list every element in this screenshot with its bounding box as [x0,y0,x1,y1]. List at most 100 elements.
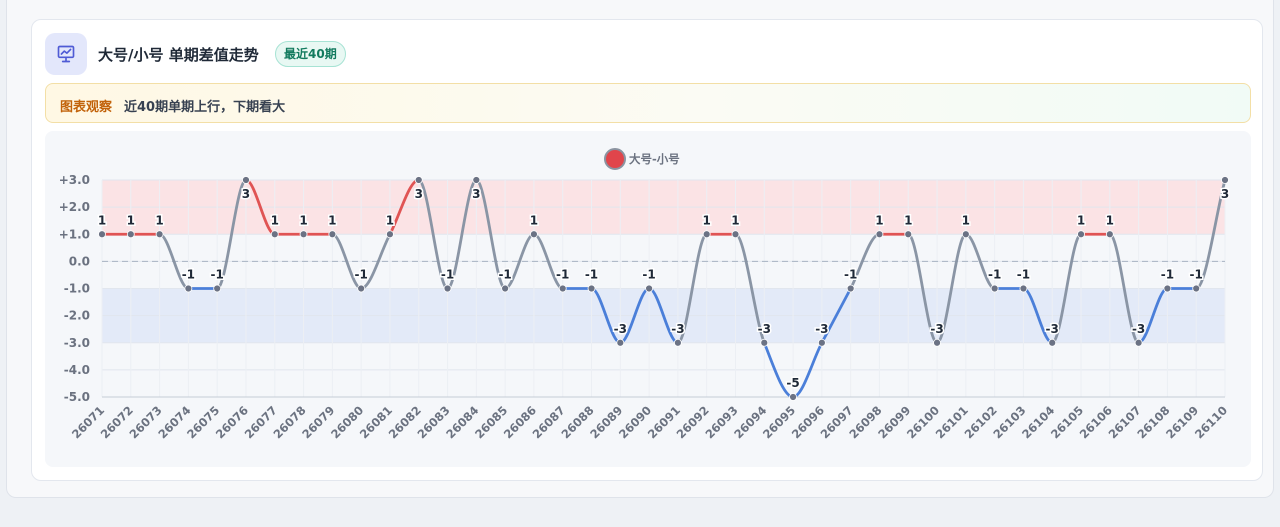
y-tick-label: 0.0 [69,254,90,268]
data-point [760,338,769,347]
series-line-segment [215,178,248,290]
data-point [673,338,682,347]
data-label: -3 [1132,322,1145,336]
data-label: 3 [1221,187,1229,201]
y-tick-label: +1.0 [59,227,90,241]
data-point [731,230,740,239]
data-label: -1 [498,268,511,282]
data-label: -1 [182,268,195,282]
data-label: 1 [155,213,163,227]
data-label: -1 [1017,268,1030,282]
data-point [789,393,797,401]
data-label: 1 [299,213,307,227]
data-point [904,230,913,239]
data-label: -1 [556,268,569,282]
data-point [386,230,394,239]
data-point [587,284,596,293]
y-tick-label: -1.0 [64,282,90,296]
data-point [1105,230,1114,239]
period-badge[interactable]: 最近40期 [275,41,346,67]
data-point [1221,176,1229,184]
data-point [702,230,711,239]
data-label: -3 [815,322,828,336]
data-label: 1 [127,213,135,227]
series-line-segment [446,178,478,290]
data-point [242,176,250,184]
y-tick-label: -5.0 [64,390,90,404]
y-tick-label: +3.0 [59,173,90,187]
data-label: -3 [671,322,684,336]
chart-area: +3.0 +2.0 +1.0 0.0 -1.0 -2.0 -3.0 -4.0 -5.0 26071… [45,131,1251,467]
observation-text: 近40期单期上行，下期看大 [124,100,286,115]
data-point [184,284,193,293]
difference-line-chart: +3.0+2.0+1.00.0-1.0-2.0-3.0-4.0-5.026071… [59,148,1231,441]
y-tick-label: -2.0 [64,309,90,323]
data-label: 1 [962,213,970,227]
data-point [1048,338,1057,347]
data-label: -1 [1190,268,1203,282]
data-point [1134,338,1143,347]
data-point [414,176,423,184]
data-point [645,284,654,293]
data-label: 1 [1106,213,1114,227]
data-point [933,338,941,347]
data-label: -1 [441,268,454,282]
legend-marker [604,148,626,170]
page-panel: 大号/小号 单期差值走势 最近40期 图表观察 近40期单期上行，下期看大 +3… [6,0,1274,498]
series-line-segment [734,232,766,345]
data-point [501,284,510,293]
y-tick-label: -4.0 [64,363,90,377]
series-line-segment [1050,232,1083,345]
data-label: 1 [530,213,538,227]
x-tick-label: 26110 [1192,403,1230,441]
data-point [126,230,135,239]
data-point [817,338,826,347]
data-point [1163,284,1172,293]
data-point [558,284,567,293]
data-point [357,284,366,293]
data-label: -3 [1046,322,1059,336]
series-line-segment [935,232,968,345]
data-label: -1 [988,268,1001,282]
data-point [1019,284,1028,293]
observation-label: 图表观察 [60,100,113,115]
data-point [299,230,308,239]
data-label: -3 [614,322,627,336]
data-label: -5 [786,376,799,390]
series-line-segment [820,287,853,345]
data-label: 1 [271,213,279,227]
data-label: 1 [731,213,739,227]
data-label: 1 [328,213,336,227]
data-label: 1 [703,213,711,227]
data-label: 3 [472,187,480,201]
data-point [616,338,625,347]
chart-icon [45,33,87,75]
data-label: -1 [354,268,367,282]
data-label: 1 [1077,213,1085,227]
data-point [1192,284,1201,293]
series-line-segment [1194,178,1227,290]
data-label: -1 [211,268,224,282]
data-label: -1 [585,268,598,282]
data-label: 3 [415,187,423,201]
data-point [875,230,884,239]
data-point [961,230,970,239]
data-point [530,230,538,239]
series-line-segment [1108,232,1141,345]
data-point [270,230,279,239]
series-line-segment [906,232,939,345]
data-label: 3 [242,187,250,201]
data-point [443,284,452,293]
series-line-segment [417,178,449,290]
legend-label: 大号-小号 [629,152,680,166]
data-point [213,284,222,293]
data-label: -1 [642,268,655,282]
data-label: 1 [98,213,106,227]
observation-banner: 图表观察 近40期单期上行，下期看大 [45,83,1251,123]
chart-title: 大号/小号 单期差值走势 [98,46,259,64]
data-label: -3 [758,322,771,336]
data-label: 1 [386,213,394,227]
chart-card: 大号/小号 单期差值走势 最近40期 图表观察 近40期单期上行，下期看大 +3… [31,19,1263,481]
data-point [155,230,164,239]
data-point [1077,230,1085,239]
